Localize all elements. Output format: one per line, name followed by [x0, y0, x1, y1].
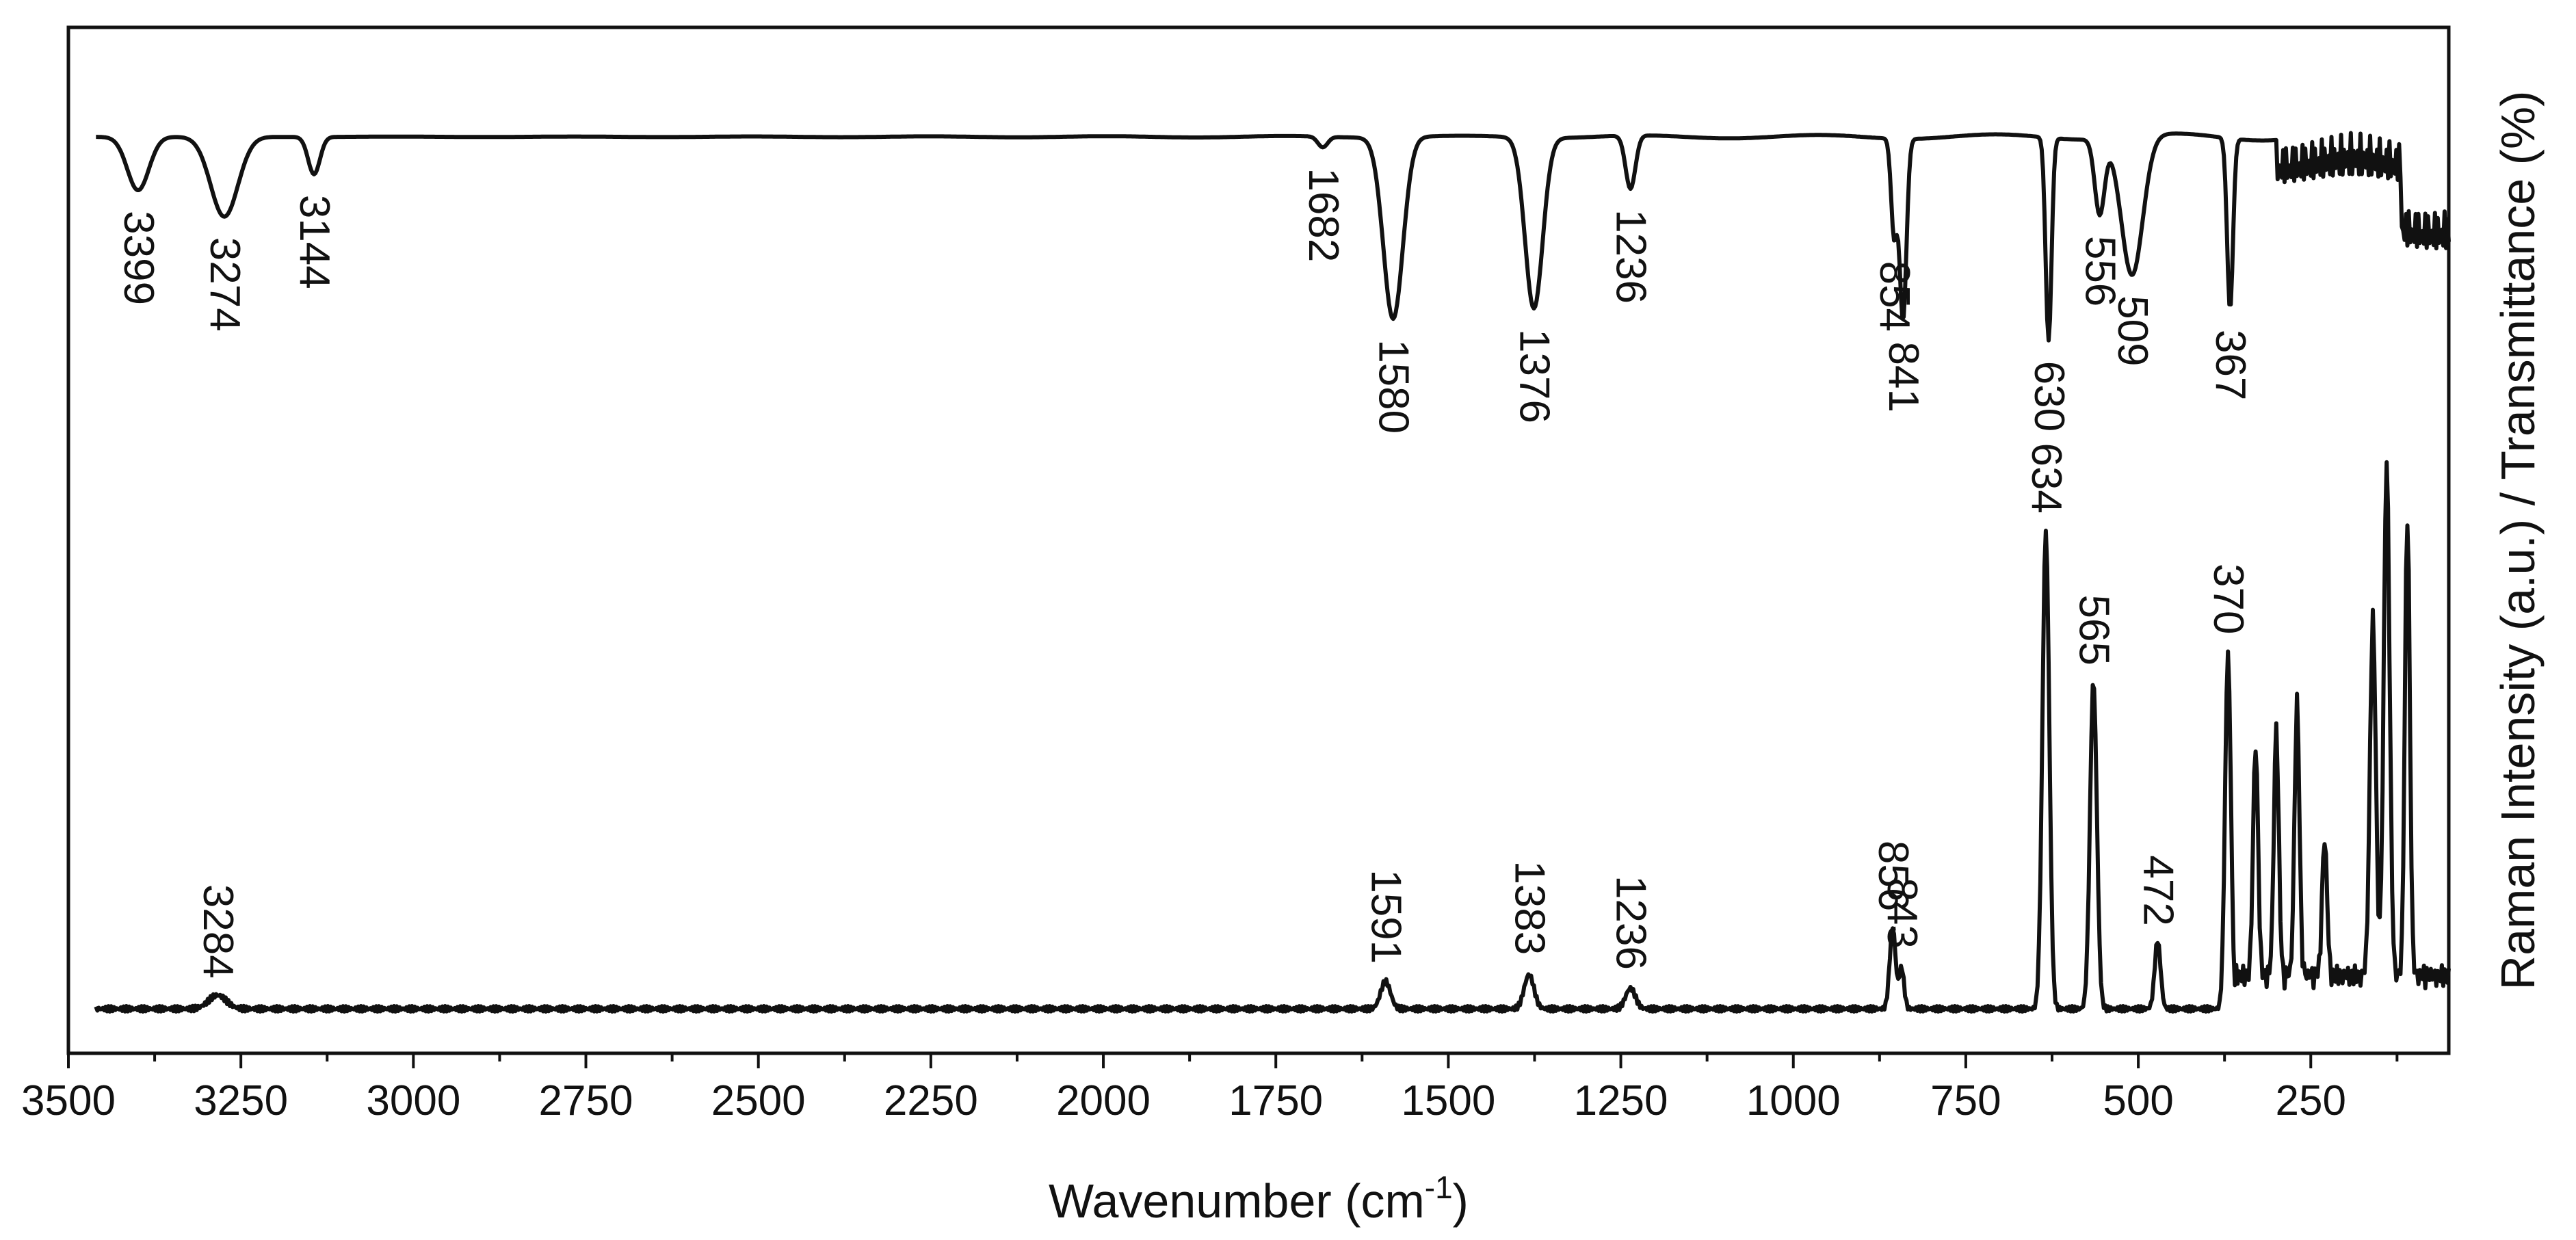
- x-tick-label: 2000: [1056, 1077, 1151, 1124]
- x-tick-label: 3250: [194, 1077, 288, 1124]
- x-tick-label: 500: [2103, 1077, 2173, 1124]
- x-tick-label: 3000: [366, 1077, 460, 1124]
- ir-peak-label: 1236: [1607, 209, 1655, 304]
- ir-peak-label: 3144: [291, 195, 338, 289]
- plot-frame: [66, 25, 2451, 1055]
- ir-peak-label: 367: [2207, 330, 2254, 400]
- x-tick-label: 2750: [539, 1077, 633, 1124]
- ir-peak-labels: 3399 3274 3144 1682 1580 1376 1236 854 841 630 556…: [115, 168, 2254, 434]
- raman-peak-label: 634: [2023, 443, 2070, 513]
- x-axis-ticks: [67, 1053, 2399, 1068]
- raman-peak-label: 472: [2134, 855, 2181, 925]
- x-axis-title: Wavenumber (cm-1): [1049, 1170, 1469, 1228]
- raman-peak-label: 1236: [1607, 875, 1655, 970]
- x-tick-label: 3500: [21, 1077, 116, 1124]
- x-tick-label: 2250: [884, 1077, 978, 1124]
- x-tick-label: 1750: [1228, 1077, 1323, 1124]
- raman-peak-label: 843: [1878, 878, 1926, 948]
- ir-peak-label: 854: [1871, 261, 1918, 332]
- ir-peak-label: 1580: [1370, 339, 1417, 434]
- y-axis-title: Raman Intensity (a.u.) / Transmittance (…: [2491, 91, 2545, 990]
- x-axis-tick-labels: 3500 3250 3000 2750 2500 2250 2000 1750 1500 1250…: [21, 1077, 2346, 1124]
- ir-peak-label: 1682: [1300, 168, 1347, 262]
- ir-peak-label: 841: [1880, 342, 1927, 412]
- ir-peak-label: 556: [2077, 236, 2124, 306]
- x-tick-label: 1000: [1746, 1077, 1841, 1124]
- x-tick-label: 750: [1930, 1077, 2001, 1124]
- ir-peak-label: 1376: [1510, 329, 1558, 423]
- ir-peak-label: 509: [2109, 295, 2156, 366]
- raman-peak-label: 1591: [1363, 869, 1410, 964]
- x-tick-label: 1500: [1401, 1077, 1495, 1124]
- x-axis-title-superscript: -1: [1425, 1170, 1453, 1205]
- raman-peak-label: 1383: [1506, 860, 1553, 955]
- x-tick-label: 250: [2276, 1077, 2346, 1124]
- ir-transmittance-series: [95, 131, 2451, 343]
- raman-peak-label: 370: [2205, 564, 2252, 634]
- ir-peak-label: 3274: [201, 237, 248, 332]
- ir-peak-label: 3399: [115, 211, 162, 305]
- raman-intensity-series: [94, 460, 2451, 1014]
- x-tick-label: 2500: [711, 1077, 806, 1124]
- raman-peak-label: 565: [2071, 594, 2118, 665]
- raman-peak-label: 3284: [194, 884, 241, 979]
- x-tick-label: 1250: [1574, 1077, 1668, 1124]
- ir-peak-label: 630: [2025, 361, 2073, 432]
- raman-peak-label: 856: [1869, 841, 1917, 911]
